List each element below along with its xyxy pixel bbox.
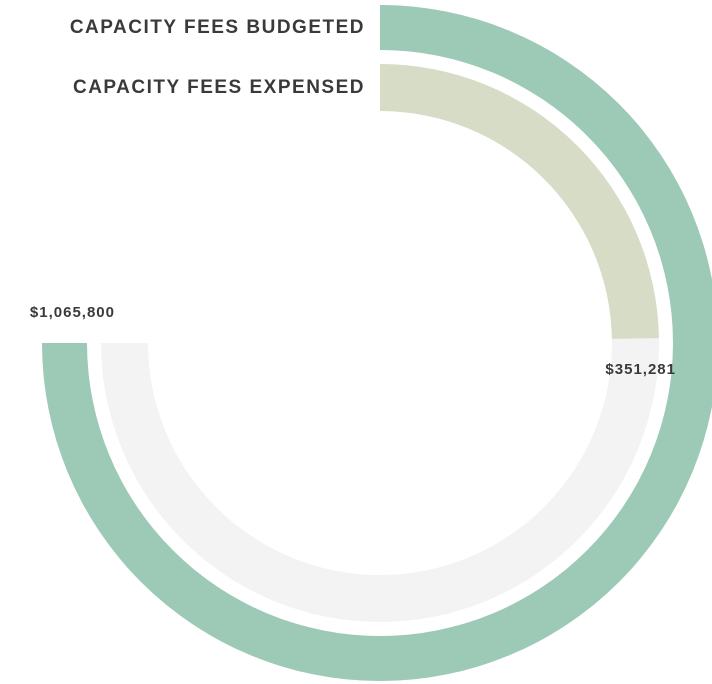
value-label: $351,281: [605, 361, 676, 378]
bar: [380, 64, 659, 339]
series-name: CAPACITY FEES BUDGETED: [70, 17, 365, 38]
value-label: $1,065,800: [30, 304, 115, 321]
series-name: CAPACITY FEES EXPENSED: [73, 77, 365, 98]
